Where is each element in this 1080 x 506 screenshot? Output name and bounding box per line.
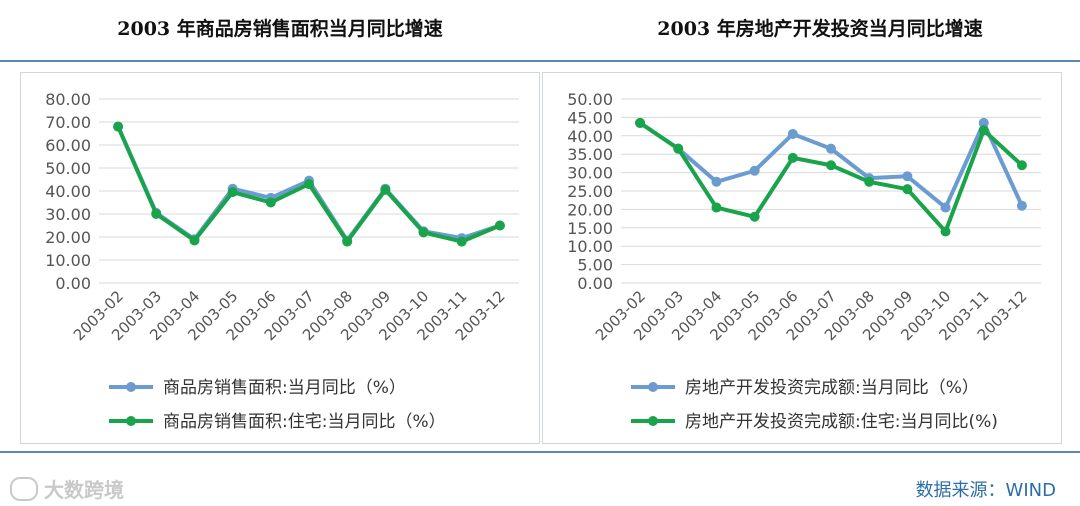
y-tick-label: 80.00	[45, 90, 91, 109]
left-line-chart: 0.00 10.00 20.00 30.00 40.00 50.00 60.00 70.00 8…	[45, 90, 519, 432]
legend-marker	[126, 416, 136, 426]
data-point	[902, 184, 913, 195]
y-tick-label: 15.00	[567, 219, 613, 238]
y-tick-label: 10.00	[45, 251, 91, 270]
legend-label: 房地产开发投资完成额:当月同比（%）	[685, 378, 979, 398]
data-point	[494, 220, 505, 231]
data-point	[787, 128, 798, 139]
logo-icon	[10, 476, 38, 501]
left-chart-title: 2003 年商品房销售面积当月同比增速	[117, 18, 443, 40]
legend-marker	[648, 382, 658, 392]
y-tick-label: 40.00	[45, 182, 91, 201]
y-tick-label: 70.00	[45, 113, 91, 132]
y-tick-label: 0.00	[55, 274, 91, 293]
data-point	[826, 143, 836, 154]
data-point	[456, 236, 467, 247]
data-point	[711, 176, 722, 187]
top-divider	[0, 60, 1080, 62]
y-tick-label: 45.00	[567, 108, 613, 127]
y-tick-label: 30.00	[567, 164, 613, 183]
data-point	[749, 211, 760, 222]
watermark-text: 大数跨境	[44, 478, 124, 502]
y-tick-label: 20.00	[567, 200, 613, 219]
data-point	[940, 226, 951, 237]
legend-marker	[126, 382, 136, 392]
data-point	[711, 202, 722, 213]
data-point	[265, 197, 276, 208]
data-point	[418, 227, 429, 238]
data-point	[342, 236, 353, 247]
y-tick-label: 20.00	[45, 228, 91, 247]
series-line-2	[638, 121, 1024, 234]
data-point	[978, 125, 989, 136]
left-chart-panel: 0.00 10.00 20.00 30.00 40.00 50.00 60.00 70.00 8…	[20, 72, 540, 444]
data-point	[1016, 200, 1027, 211]
data-point	[1016, 160, 1027, 171]
legend-label: 商品房销售面积:住宅:当月同比（%）	[163, 412, 446, 432]
right-chart-title: 2003 年房地产开发投资当月同比增速	[657, 18, 983, 40]
y-tick-label: 25.00	[567, 182, 613, 201]
data-point	[902, 171, 913, 182]
data-point	[673, 143, 684, 154]
y-tick-label: 35.00	[567, 145, 613, 164]
legend-label: 房地产开发投资完成额:住宅:当月同比(%)	[685, 412, 998, 432]
y-tick-label: 5.00	[577, 256, 613, 275]
data-point	[940, 202, 951, 213]
y-tick-label: 40.00	[567, 127, 613, 146]
data-point	[826, 160, 836, 171]
data-point	[978, 117, 989, 128]
data-point	[635, 117, 646, 128]
data-point	[227, 187, 238, 198]
y-tick-label: 10.00	[567, 237, 613, 256]
data-point	[151, 209, 162, 219]
data-point	[113, 121, 124, 132]
right-chart-panel: 0.00 5.00 10.00 15.00 20.00 25.00 30.00 35.00 40…	[542, 72, 1062, 444]
bottom-divider	[0, 451, 1080, 453]
legend-marker	[648, 416, 658, 426]
data-point	[304, 179, 314, 190]
data-source: 数据来源：WIND	[915, 480, 1056, 501]
y-tick-label: 0.00	[577, 274, 613, 293]
data-point	[189, 235, 200, 246]
legend-label: 商品房销售面积:当月同比（%）	[163, 378, 406, 398]
data-point	[749, 165, 760, 176]
y-tick-label: 50.00	[567, 90, 613, 109]
y-tick-label: 50.00	[45, 159, 91, 178]
watermark: 大数跨境	[10, 474, 124, 503]
data-point	[787, 152, 798, 163]
y-tick-label: 30.00	[45, 205, 91, 224]
right-line-chart: 0.005.0010.0015.0020.0025.0030.0035.0040…	[567, 90, 1041, 432]
data-point	[380, 184, 391, 195]
y-tick-label: 60.00	[45, 136, 91, 155]
data-point	[864, 176, 875, 187]
